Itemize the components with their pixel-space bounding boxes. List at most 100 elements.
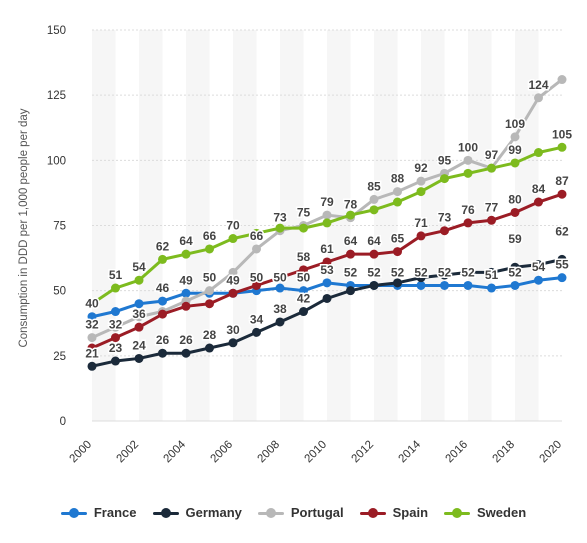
gridlines — [92, 29, 562, 422]
legend-swatch — [257, 506, 284, 520]
data-point-france — [440, 280, 449, 290]
data-point-germany — [393, 278, 402, 288]
data-point-france — [463, 280, 473, 290]
data-point-portugal — [463, 155, 473, 165]
data-point-sweden — [181, 249, 191, 259]
data-label: 53 — [320, 263, 334, 277]
data-point-portugal — [416, 176, 426, 186]
data-point-germany — [510, 262, 520, 272]
data-label: 52 — [438, 265, 452, 279]
data-label: 21 — [85, 346, 99, 360]
data-point-france — [557, 273, 567, 283]
x-axis-ticks: 2000 2002 2004 2006 2008 2010 2012 2014 2016 2018… — [68, 438, 565, 465]
data-label: 84 — [532, 182, 546, 196]
data-label: 52 — [461, 265, 475, 279]
year-band — [468, 30, 492, 421]
data-point-spain — [463, 218, 473, 228]
legend-label: Portugal — [290, 505, 344, 520]
data-label: 32 — [109, 318, 123, 332]
legend-item-germany[interactable]: Germany — [152, 505, 242, 520]
data-point-france — [134, 299, 144, 309]
data-point-sweden — [416, 187, 426, 197]
x-tick-label: 2016 — [444, 439, 471, 466]
data-point-spain — [369, 249, 379, 259]
data-point-spain — [275, 273, 285, 283]
data-point-sweden — [134, 275, 144, 285]
legend-item-spain[interactable]: Spain — [359, 505, 428, 520]
data-label: 51 — [485, 268, 499, 282]
data-label: 54 — [132, 260, 146, 274]
data-point-sweden — [205, 244, 214, 254]
data-label: 64 — [344, 234, 358, 248]
data-point-sweden — [393, 197, 402, 207]
data-point-sweden — [111, 283, 120, 293]
data-point-germany — [322, 293, 332, 303]
data-label: 76 — [461, 203, 475, 217]
data-label: 80 — [508, 192, 522, 206]
data-label: 50 — [297, 271, 311, 285]
x-tick-label: 2010 — [303, 439, 330, 466]
data-point-portugal — [228, 267, 238, 277]
data-label: 75 — [297, 206, 311, 220]
legend-item-france[interactable]: France — [60, 505, 137, 520]
data-point-france — [299, 286, 308, 296]
data-point-france — [181, 288, 191, 298]
year-band — [327, 30, 351, 421]
data-point-portugal — [534, 93, 543, 103]
data-point-sweden — [534, 148, 543, 158]
data-label: 99 — [508, 143, 522, 157]
data-point-sweden — [87, 299, 97, 309]
data-point-portugal — [252, 244, 261, 254]
data-label: 49 — [226, 273, 240, 287]
data-label: 105 — [552, 127, 572, 141]
y-tick-label: 100 — [47, 155, 66, 167]
data-point-france — [416, 280, 426, 290]
data-point-spain — [510, 207, 520, 217]
data-label: 78 — [344, 198, 358, 212]
x-tick-label: 2018 — [491, 439, 518, 466]
data-label: 87 — [555, 174, 569, 188]
data-label: 62 — [555, 224, 569, 238]
data-point-france — [158, 296, 167, 306]
data-label: 100 — [458, 140, 478, 154]
data-point-germany — [181, 348, 191, 358]
data-point-spain — [228, 288, 238, 298]
data-point-sweden — [487, 163, 496, 173]
data-label: 24 — [132, 338, 146, 352]
year-band — [280, 30, 304, 421]
y-tick-label: 50 — [53, 286, 66, 298]
data-label: 42 — [297, 292, 311, 306]
data-point-germany — [87, 361, 97, 371]
year-band — [139, 30, 163, 421]
data-point-germany — [275, 317, 285, 327]
x-tick-label: 2004 — [162, 438, 189, 465]
data-point-germany — [534, 260, 543, 270]
data-point-spain — [134, 322, 144, 332]
data-label: 65 — [391, 232, 405, 246]
x-tick-label: 2000 — [68, 439, 95, 466]
data-point-spain — [322, 257, 332, 267]
data-point-spain — [111, 333, 120, 343]
data-label: 40 — [85, 297, 99, 311]
data-point-sweden — [252, 228, 261, 238]
legend-swatch — [60, 506, 87, 520]
data-label: 58 — [297, 250, 311, 264]
data-point-spain — [416, 231, 426, 241]
data-label: 30 — [226, 323, 240, 337]
data-label: 55 — [555, 258, 569, 272]
legend-item-sweden[interactable]: Sweden — [444, 505, 526, 520]
legend-item-portugal[interactable]: Portugal — [257, 505, 344, 520]
y-tick-label: 150 — [47, 25, 66, 37]
data-point-spain — [181, 301, 191, 311]
y-tick-label: 75 — [53, 221, 66, 233]
x-tick-label: 2008 — [256, 439, 283, 466]
data-point-spain — [205, 299, 214, 309]
data-point-spain — [440, 226, 449, 236]
data-label: 73 — [273, 211, 287, 225]
data-label: 28 — [203, 328, 217, 342]
data-point-spain — [346, 249, 355, 259]
data-point-portugal — [322, 210, 332, 220]
data-label: 85 — [367, 179, 381, 193]
